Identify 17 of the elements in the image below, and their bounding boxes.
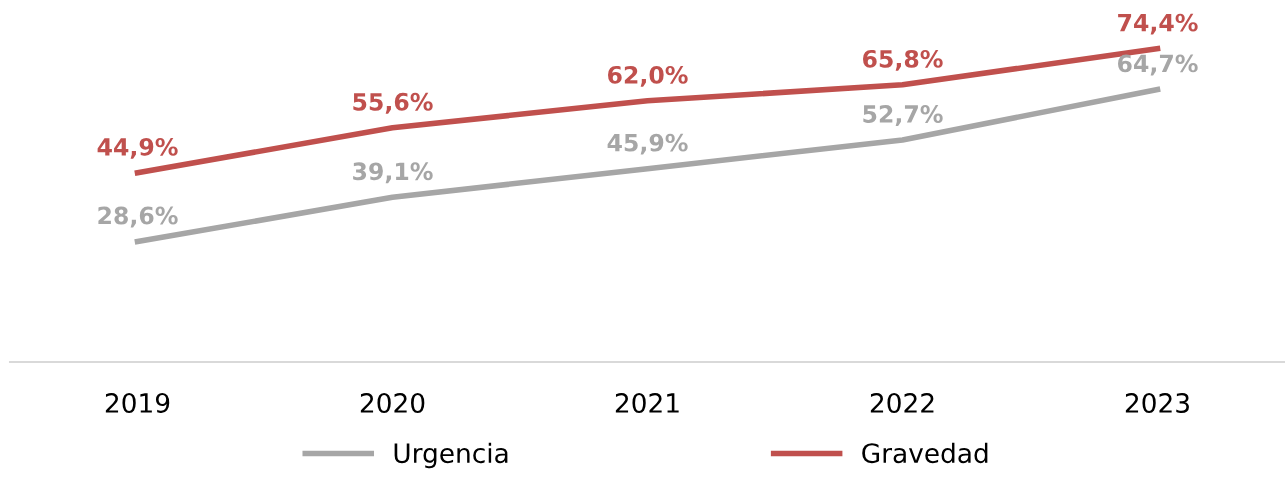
data-label: 74,4%: [1118, 13, 1198, 35]
data-label: 62,0%: [608, 65, 688, 87]
data-label: 65,8%: [863, 49, 943, 71]
data-label: 39,1%: [353, 162, 433, 184]
data-label: 28,6%: [98, 206, 178, 228]
data-label: 64,7%: [1118, 54, 1198, 76]
x-tick-label: 2023: [1125, 393, 1189, 413]
data-label: 55,6%: [353, 92, 433, 114]
x-tick-label: 2021: [615, 393, 679, 413]
x-tick-label: 2019: [105, 393, 170, 413]
x-tick-label: 2022: [870, 393, 934, 413]
data-label: 52,7%: [863, 105, 943, 126]
data-label: 45,9%: [607, 133, 688, 155]
data-label: 44,9%: [97, 137, 178, 159]
legend-label: Gravedad: [862, 442, 988, 464]
x-tick-label: 2020: [360, 393, 425, 413]
legend-label: Urgencia: [394, 442, 508, 469]
